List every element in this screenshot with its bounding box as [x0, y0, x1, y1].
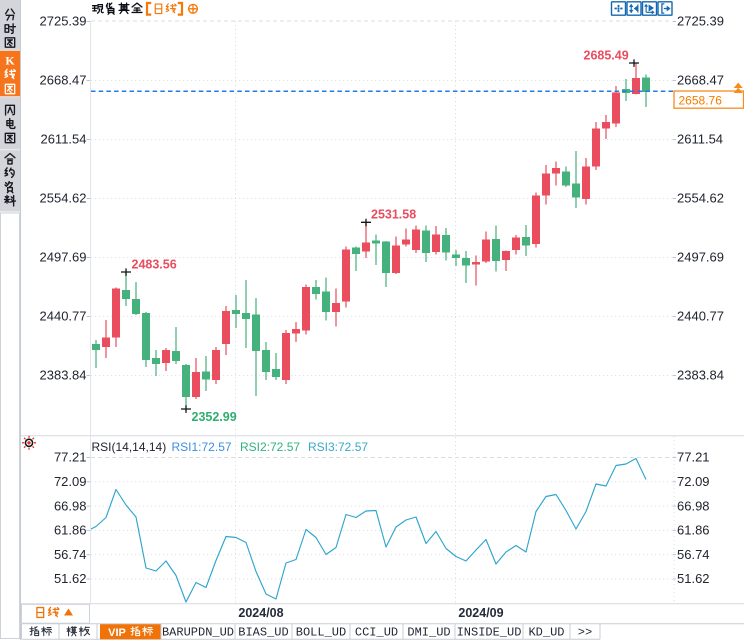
svg-text:2483.56: 2483.56 [132, 257, 177, 271]
svg-text:2497.69: 2497.69 [40, 250, 87, 265]
svg-text:>>: >> [578, 626, 592, 640]
svg-text:K: K [5, 54, 15, 68]
svg-text:2383.84: 2383.84 [677, 368, 724, 383]
svg-text:RSI2:72.57: RSI2:72.57 [240, 440, 300, 454]
svg-text:2668.47: 2668.47 [40, 73, 87, 88]
svg-text:INSIDE_UD: INSIDE_UD [457, 626, 522, 640]
svg-text:51.62: 51.62 [677, 571, 710, 586]
svg-text:51.62: 51.62 [54, 571, 87, 586]
svg-text:66.98: 66.98 [54, 498, 87, 513]
svg-text:2658.76: 2658.76 [679, 93, 723, 107]
svg-text:2440.77: 2440.77 [40, 309, 87, 324]
svg-text:RSI1:72.57: RSI1:72.57 [172, 440, 232, 454]
svg-text:DMI_UD: DMI_UD [407, 626, 450, 640]
svg-text:56.74: 56.74 [677, 547, 710, 562]
svg-text:CCI_UD: CCI_UD [355, 626, 398, 640]
svg-text:2668.47: 2668.47 [677, 73, 724, 88]
svg-text:BOLL_UD: BOLL_UD [296, 626, 346, 640]
svg-text:2024/09: 2024/09 [458, 606, 503, 620]
svg-text:RSI3:72.57: RSI3:72.57 [308, 440, 368, 454]
svg-text:KD_UD: KD_UD [528, 626, 564, 640]
svg-text:77.21: 77.21 [54, 450, 87, 465]
svg-text:2383.84: 2383.84 [40, 368, 87, 383]
svg-text:2440.77: 2440.77 [677, 309, 724, 324]
svg-text:VIP: VIP [108, 627, 126, 639]
svg-text:66.98: 66.98 [677, 498, 710, 513]
svg-text:77.21: 77.21 [677, 450, 710, 465]
svg-text:RSI(14,14,14): RSI(14,14,14) [92, 440, 167, 454]
svg-text:61.86: 61.86 [54, 523, 87, 538]
svg-text:2497.69: 2497.69 [677, 250, 724, 265]
svg-text:56.74: 56.74 [54, 547, 87, 562]
svg-text:BIAS_UD: BIAS_UD [238, 626, 288, 640]
svg-text:2611.54: 2611.54 [677, 132, 723, 147]
svg-text:72.09: 72.09 [54, 474, 87, 489]
svg-text:2725.39: 2725.39 [40, 14, 87, 29]
svg-text:72.09: 72.09 [677, 474, 710, 489]
svg-text:2611.54: 2611.54 [40, 132, 86, 147]
svg-text:2024/08: 2024/08 [238, 606, 283, 620]
svg-text:BARUPDN_UD: BARUPDN_UD [162, 626, 234, 640]
svg-text:2725.39: 2725.39 [677, 14, 724, 29]
svg-text:2352.99: 2352.99 [192, 410, 237, 424]
svg-text:2531.58: 2531.58 [371, 207, 416, 221]
svg-text:2685.49: 2685.49 [584, 48, 629, 62]
svg-text:61.86: 61.86 [677, 523, 710, 538]
svg-text:2554.62: 2554.62 [40, 191, 87, 206]
svg-text:2554.62: 2554.62 [677, 191, 724, 206]
